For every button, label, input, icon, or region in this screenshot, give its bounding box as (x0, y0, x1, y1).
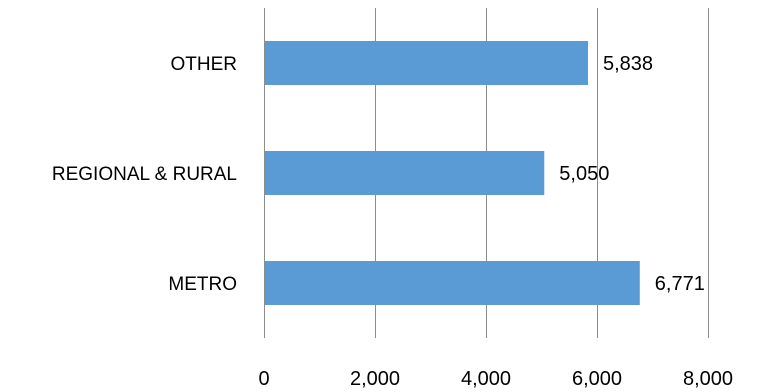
bar (265, 151, 545, 195)
x-tick-label: 0 (258, 368, 269, 390)
bar (265, 41, 589, 85)
data-label: 5,050 (559, 163, 609, 185)
x-tick-label: 6,000 (572, 368, 622, 390)
labels: 0 2,000 4,000 6,000 8,000 OTHER 5,838 REGIONAL … (52, 53, 733, 390)
category-label: METRO (168, 274, 237, 295)
x-tick-label: 4,000 (461, 368, 511, 390)
category-label: REGIONAL & RURAL (52, 164, 237, 185)
x-tick-label: 8,000 (683, 368, 733, 390)
bar (265, 261, 640, 305)
x-tick-label: 2,000 (350, 368, 400, 390)
data-label: 5,838 (603, 53, 653, 75)
category-label: OTHER (171, 54, 238, 75)
bars (265, 41, 640, 305)
data-label: 6,771 (655, 273, 705, 295)
